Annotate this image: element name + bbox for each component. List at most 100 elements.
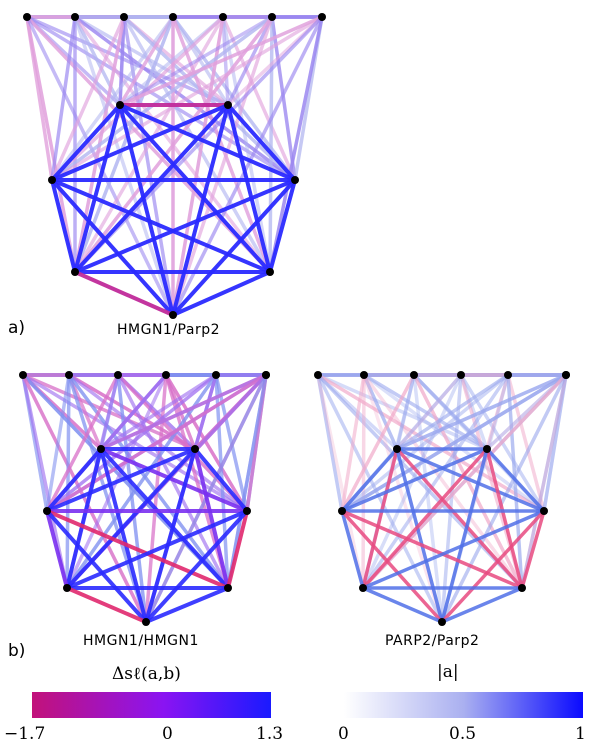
graph-edge xyxy=(65,586,148,624)
graph-node xyxy=(116,101,124,109)
graph-node xyxy=(243,507,251,515)
graph-node xyxy=(162,371,170,379)
graph-edge xyxy=(116,373,148,624)
graph-edge xyxy=(395,373,463,451)
graph-node xyxy=(291,176,299,184)
graph-edge xyxy=(542,373,568,513)
graph-edge xyxy=(221,15,230,107)
graph-edge xyxy=(45,509,148,624)
graph-node xyxy=(71,13,79,21)
graph-edge xyxy=(193,447,230,590)
graph-node xyxy=(562,371,570,379)
graph-edge xyxy=(361,509,546,590)
graph-edge xyxy=(99,373,218,451)
graph-edge xyxy=(226,103,297,182)
graph-edge xyxy=(50,15,126,182)
graph-edge xyxy=(73,103,122,274)
graph-edge xyxy=(171,103,230,317)
graph-edge xyxy=(45,447,103,513)
graph-edge xyxy=(99,447,230,590)
graph-edge xyxy=(45,509,69,590)
graph-node xyxy=(114,371,122,379)
graph-edge xyxy=(144,509,249,624)
tick-mag-zero: 0 xyxy=(338,724,349,744)
graph-edge xyxy=(73,15,274,274)
graph-edge xyxy=(50,15,274,182)
graph-edge xyxy=(25,15,175,317)
graph-edge xyxy=(226,373,268,590)
graph-node xyxy=(360,371,368,379)
graph-node xyxy=(410,371,418,379)
caption-hmgn1-hmgn1: HMGN1/HMGN1 xyxy=(83,633,199,649)
graph-edge xyxy=(340,509,524,590)
panel-label-a: a) xyxy=(8,318,26,338)
graph-edge xyxy=(50,178,77,274)
graph-edge xyxy=(21,373,148,624)
caption-parp2-parp2: PARP2/Parp2 xyxy=(385,633,480,649)
graph-parp2-parp2 xyxy=(314,371,570,626)
graph-edge xyxy=(361,447,489,590)
graph-edge xyxy=(440,373,463,624)
graph-edge xyxy=(118,103,175,317)
graph-node xyxy=(268,13,276,21)
graph-node xyxy=(43,507,51,515)
graph-edge xyxy=(268,15,274,274)
graph-edge xyxy=(362,373,524,590)
graph-edge xyxy=(171,270,272,317)
tick-delta-max: 1.3 xyxy=(256,724,284,744)
graph-edge xyxy=(65,509,249,590)
colorbar-delta-title: Δsℓ(a,b) xyxy=(112,664,181,684)
graph-edge xyxy=(440,586,524,624)
graph-edge xyxy=(193,447,249,513)
graph-edge xyxy=(65,447,103,590)
graph-edge xyxy=(520,373,568,590)
graph-edge xyxy=(50,178,175,317)
graph-node xyxy=(63,584,71,592)
graph-edge xyxy=(50,15,324,182)
graph-edge xyxy=(316,373,489,451)
graph-edge xyxy=(45,373,218,513)
graph-edge xyxy=(118,103,272,274)
graph-node xyxy=(71,268,79,276)
graph-edge xyxy=(226,509,249,590)
graph-edge xyxy=(485,447,546,513)
graph-edge xyxy=(50,178,272,274)
graph-edge xyxy=(65,373,71,590)
graph-node xyxy=(393,445,401,453)
graph-edge xyxy=(73,15,175,274)
graph-node xyxy=(97,445,105,453)
graph-node xyxy=(212,371,220,379)
graph-edge xyxy=(340,509,365,590)
graph-node xyxy=(540,507,548,515)
graph-edge xyxy=(67,373,230,590)
graph-edge xyxy=(50,103,122,182)
graph-edge xyxy=(99,447,249,513)
graph-edge xyxy=(171,178,297,317)
graph-edge xyxy=(171,15,274,317)
graph-edge xyxy=(171,15,324,317)
graph-edge xyxy=(65,447,197,590)
graph-edge xyxy=(50,15,175,182)
graph-edge xyxy=(340,373,416,513)
graph-edge xyxy=(340,509,444,624)
graph-edge xyxy=(144,586,230,624)
graph-node xyxy=(266,268,274,276)
colorbar-delta xyxy=(32,692,271,718)
graph-edge xyxy=(268,178,297,274)
colorbar-magnitude-title: |a| xyxy=(437,662,459,682)
graph-node xyxy=(224,101,232,109)
graph-edge xyxy=(395,447,524,590)
graph-edge xyxy=(362,373,399,451)
graph-edge xyxy=(122,15,175,317)
graph-node xyxy=(19,371,27,379)
graph-edge xyxy=(361,586,444,624)
graph-node xyxy=(457,371,465,379)
caption-hmgn1-parp2: HMGN1/Parp2 xyxy=(117,322,220,338)
graph-edge xyxy=(395,373,568,451)
graph-edge xyxy=(99,447,148,624)
graph-edge xyxy=(440,373,568,624)
graph-edge xyxy=(99,373,268,451)
graph-edge xyxy=(171,15,225,317)
graph-edge xyxy=(45,447,197,513)
